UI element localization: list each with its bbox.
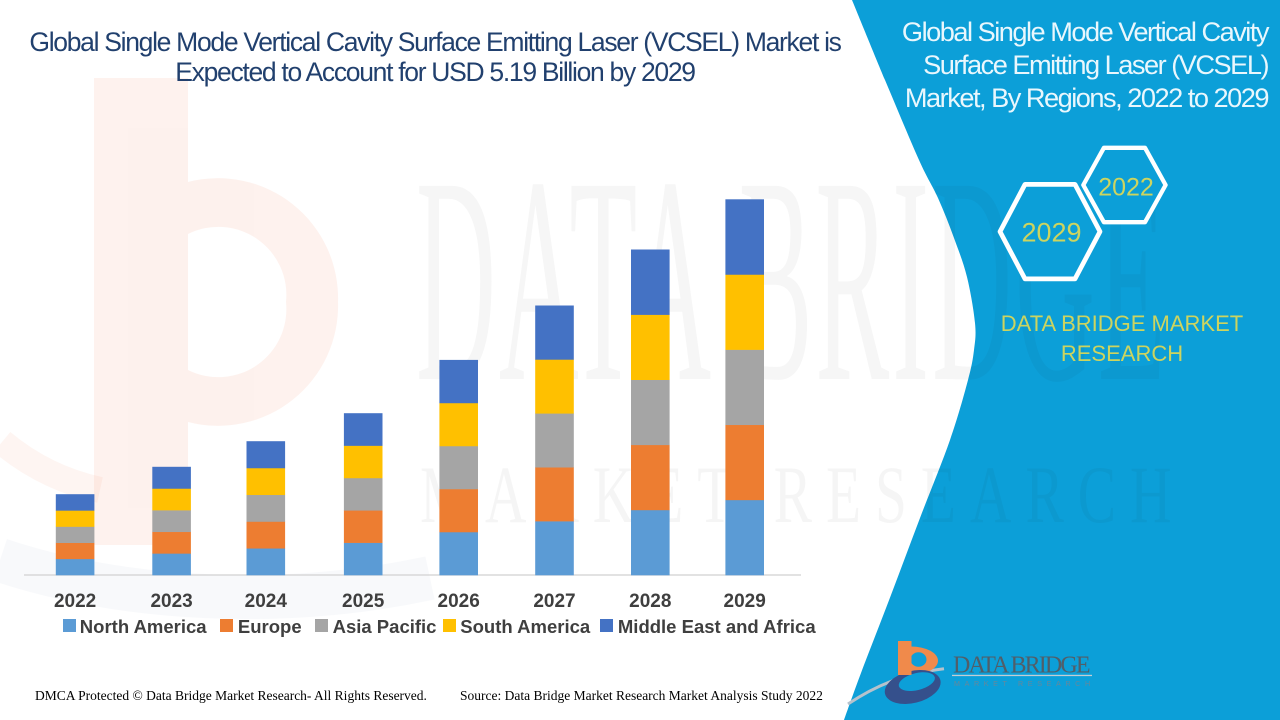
svg-text:DATA BRIDGE: DATA BRIDGE — [953, 653, 1092, 679]
svg-text:2022: 2022 — [1098, 174, 1154, 202]
svg-text:MARKET RESEARCH: MARKET RESEARCH — [954, 679, 1095, 688]
svg-text:2029: 2029 — [1021, 218, 1081, 248]
